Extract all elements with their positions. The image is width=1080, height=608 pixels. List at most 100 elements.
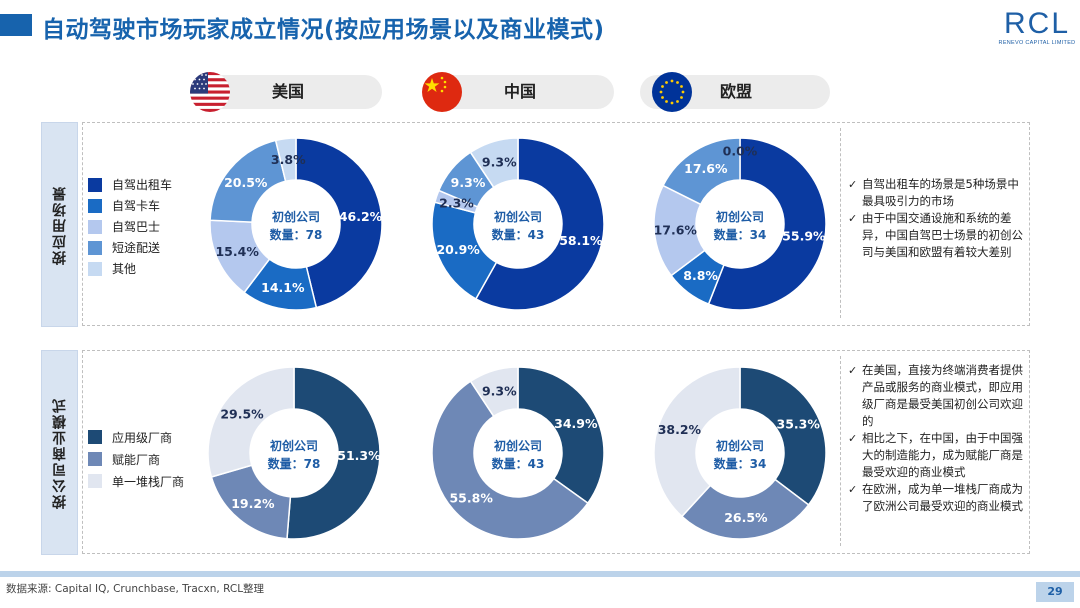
legend-label: 赋能厂商	[112, 452, 161, 467]
legend-swatch	[88, 261, 102, 276]
donut-slice-label: 17.6%	[684, 161, 728, 176]
region-label-eu: 欧盟	[720, 82, 753, 101]
note-text: 相比之下，在中国，由于中国强大的制造能力，成为赋能厂商是最受欢迎的商业模式	[862, 431, 1023, 479]
donut-slice-label: 20.9%	[436, 242, 480, 257]
legend-scene: 自驾出租车 自驾卡车 自驾巴士 短途配送 其他	[88, 174, 172, 279]
donut-center-title: 初创公司	[272, 209, 320, 224]
donut-slice-赋能厂商	[431, 380, 589, 540]
donut-center-count: 数量：78	[270, 227, 323, 242]
legend-swatch	[88, 430, 102, 444]
donut-slice-label: 0.0%	[723, 144, 758, 159]
donut-slice-label: 46.2%	[339, 209, 383, 224]
donut-slice-自驾出租车	[474, 137, 605, 311]
legend-swatch	[88, 452, 102, 466]
legend-item: 赋能厂商	[88, 448, 184, 470]
model-divider	[840, 356, 841, 546]
donut-slice-label: 3.8%	[271, 152, 306, 167]
donut-slice-自驾出租车	[707, 137, 827, 311]
note-text: 由于中国交通设施和系统的差异，中国自驾巴士场景的初创公司与美国和欧盟有着较大差别	[862, 211, 1023, 259]
donut-slice-label: 58.1%	[559, 233, 603, 248]
donut-slice-label: 9.3%	[451, 175, 486, 190]
donut-slice-label: 8.8%	[683, 268, 718, 283]
notes-model: ✓ 在美国，直接为终端消费者提供产品或服务的商业模式，即应用级厂商是最受美国初创公…	[848, 362, 1028, 515]
donut-center-title: 初创公司	[494, 209, 542, 224]
legend-swatch	[88, 219, 102, 234]
legend-item: 自驾卡车	[88, 195, 172, 216]
footer-bar	[0, 571, 1080, 577]
donut-slice-其他	[274, 137, 297, 183]
note-text: 在欧洲，成为单一堆栈厂商成为了欧洲公司最受欢迎的商业模式	[862, 482, 1023, 513]
rcl-logo: RCL RENEVO CAPITAL LIMITED	[998, 8, 1076, 47]
title-accent-bar	[0, 14, 32, 36]
legend-model: 应用级厂商 赋能厂商 单一堆栈厂商	[88, 426, 184, 492]
legend-label: 自驾巴士	[112, 220, 161, 234]
china-flag-icon	[422, 72, 462, 112]
donut-slice-其他	[469, 137, 519, 189]
donut-center-count: 数量：34	[714, 227, 767, 242]
donut-slice-自驾出租车	[295, 137, 383, 309]
donut-slice-label: 26.5%	[724, 510, 768, 525]
legend-item: 单一堆栈厂商	[88, 470, 184, 492]
donut-slice-label: 38.2%	[658, 422, 702, 437]
note-item: ✓ 相比之下，在中国，由于中国强大的制造能力，成为赋能厂商是最受欢迎的商业模式	[848, 430, 1028, 481]
donut-slice-应用级厂商	[517, 366, 605, 505]
donut-slice-单一堆栈厂商	[469, 366, 519, 418]
legend-item: 短途配送	[88, 237, 172, 258]
us-flag-icon	[190, 72, 230, 112]
donut-slice-应用级厂商	[739, 366, 827, 506]
scene-section-frame	[82, 122, 1030, 326]
donut-slice-label: 34.9%	[554, 416, 598, 431]
check-icon: ✓	[848, 178, 858, 191]
donut-center-title: 初创公司	[270, 438, 318, 453]
legend-item: 应用级厂商	[88, 426, 184, 448]
donut-center-count: 数量：43	[492, 456, 545, 471]
note-item: ✓ 自驾出租车的场景是5种场景中最具吸引力的市场	[848, 176, 1028, 210]
note-text: 自驾出租车的场景是5种场景中最具吸引力的市场	[862, 177, 1019, 208]
page-title: 自动驾驶市场玩家成立情况(按应用场景以及商业模式)	[42, 17, 605, 43]
donut-slice-应用级厂商	[286, 366, 381, 540]
donut-center-count: 数量：43	[492, 227, 545, 242]
legend-label: 自驾卡车	[112, 199, 161, 213]
legend-swatch	[88, 177, 102, 192]
scene-divider	[840, 128, 841, 318]
check-icon: ✓	[848, 432, 858, 445]
legend-swatch	[88, 240, 102, 255]
section-label-model: 按公司商业模式	[51, 396, 68, 509]
donut-slice-label: 20.5%	[224, 175, 268, 190]
check-icon: ✓	[848, 483, 858, 496]
legend-swatch	[88, 198, 102, 213]
note-text: 在美国，直接为终端消费者提供产品或服务的商业模式，即应用级厂商是最受美国初创公司…	[862, 363, 1023, 428]
region-label-china: 中国	[504, 82, 537, 101]
note-item: ✓ 在欧洲，成为单一堆栈厂商成为了欧洲公司最受欢迎的商业模式	[848, 481, 1028, 515]
donut-slice-label: 55.9%	[782, 229, 826, 244]
donut-slice-label: 35.3%	[777, 417, 821, 432]
donut-slice-label: 14.1%	[261, 280, 305, 295]
legend-item: 自驾出租车	[88, 174, 172, 195]
donut-center-count: 数量：34	[714, 456, 767, 471]
donut-slice-短途配送	[662, 137, 741, 206]
note-item: ✓ 在美国，直接为终端消费者提供产品或服务的商业模式，即应用级厂商是最受美国初创公…	[848, 362, 1028, 430]
notes-scene: ✓ 自驾出租车的场景是5种场景中最具吸引力的市场 ✓ 由于中国交通设施和系统的差异，…	[848, 176, 1028, 261]
donut-slice-label: 19.2%	[231, 496, 275, 511]
check-icon: ✓	[848, 212, 858, 225]
legend-label: 短途配送	[112, 241, 161, 255]
eu-flag-icon	[652, 72, 692, 112]
region-label-us: 美国	[272, 82, 305, 101]
section-label-box-scene: 按应用场景	[41, 122, 78, 327]
page-number: 29	[1036, 582, 1074, 602]
donut-slice-label: 9.3%	[482, 154, 517, 169]
donut-slice-label: 17.6%	[654, 222, 698, 237]
legend-label: 单一堆栈厂商	[112, 474, 185, 489]
legend-item: 自驾巴士	[88, 216, 172, 237]
legend-item: 其他	[88, 258, 172, 279]
model-section-frame	[82, 350, 1030, 554]
legend-label: 其他	[112, 262, 137, 276]
legend-swatch	[88, 474, 102, 488]
donut-center-count: 数量：78	[268, 456, 321, 471]
donut-slice-label: 29.5%	[220, 406, 264, 421]
